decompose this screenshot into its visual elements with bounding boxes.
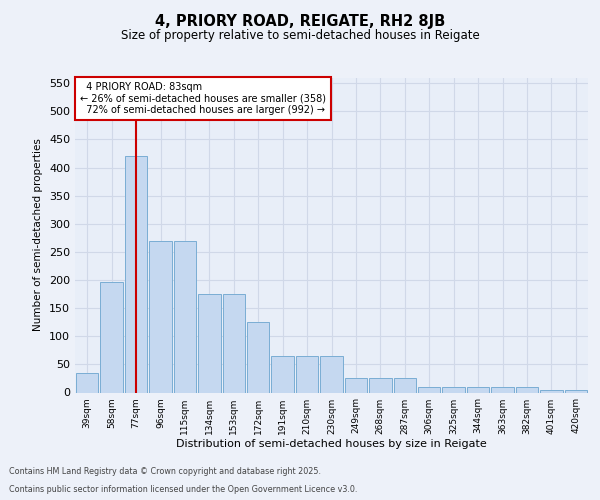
Bar xyxy=(344,378,367,392)
Text: 4, PRIORY ROAD, REIGATE, RH2 8JB: 4, PRIORY ROAD, REIGATE, RH2 8JB xyxy=(155,14,445,29)
Bar xyxy=(125,156,148,392)
Bar xyxy=(540,390,563,392)
Bar xyxy=(418,387,440,392)
Bar xyxy=(515,387,538,392)
Bar xyxy=(565,390,587,392)
Bar xyxy=(76,373,98,392)
Bar xyxy=(369,378,392,392)
Text: 4 PRIORY ROAD: 83sqm
← 26% of semi-detached houses are smaller (358)
  72% of se: 4 PRIORY ROAD: 83sqm ← 26% of semi-detac… xyxy=(80,82,326,116)
Bar xyxy=(173,240,196,392)
Text: Contains HM Land Registry data © Crown copyright and database right 2025.: Contains HM Land Registry data © Crown c… xyxy=(9,467,321,476)
Bar xyxy=(467,387,490,392)
Bar xyxy=(149,240,172,392)
Bar xyxy=(394,378,416,392)
Text: Contains public sector information licensed under the Open Government Licence v3: Contains public sector information licen… xyxy=(9,485,358,494)
Bar xyxy=(320,356,343,393)
Bar xyxy=(100,282,123,393)
X-axis label: Distribution of semi-detached houses by size in Reigate: Distribution of semi-detached houses by … xyxy=(176,440,487,450)
Bar xyxy=(296,356,319,393)
Bar xyxy=(442,387,465,392)
Bar xyxy=(223,294,245,392)
Bar xyxy=(198,294,221,392)
Text: Size of property relative to semi-detached houses in Reigate: Size of property relative to semi-detach… xyxy=(121,29,479,42)
Y-axis label: Number of semi-detached properties: Number of semi-detached properties xyxy=(34,138,43,332)
Bar xyxy=(247,322,269,392)
Bar xyxy=(491,387,514,392)
Bar xyxy=(271,356,294,393)
